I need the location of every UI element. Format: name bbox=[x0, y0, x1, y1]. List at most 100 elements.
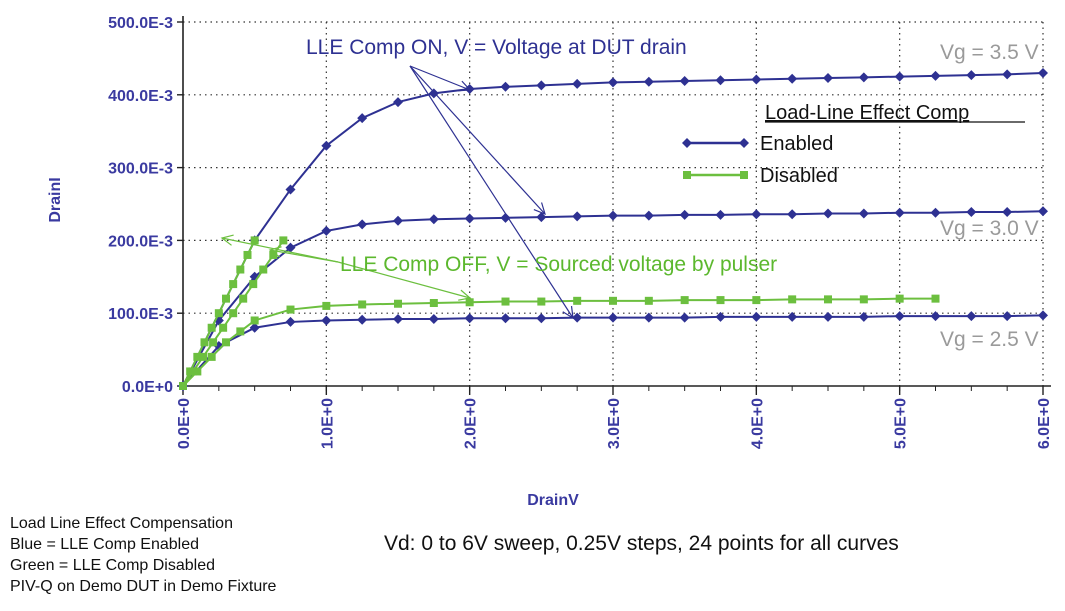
arrow-head bbox=[562, 306, 574, 320]
data-point bbox=[214, 309, 223, 318]
data-point bbox=[536, 212, 547, 223]
data-point bbox=[393, 97, 403, 108]
arrow-head bbox=[458, 289, 472, 301]
data-point bbox=[572, 312, 583, 323]
data-point bbox=[966, 207, 977, 218]
series-line bbox=[182, 71, 1044, 387]
legend-entry-disabled: Disabled bbox=[683, 165, 838, 187]
data-point bbox=[1002, 69, 1013, 80]
legend-label: Enabled bbox=[760, 133, 833, 155]
series-layer bbox=[178, 67, 1048, 391]
data-point bbox=[501, 297, 510, 306]
arrow-on-to-3-5 bbox=[409, 65, 472, 92]
y-tick-label: 100.0E-3 bbox=[108, 306, 173, 323]
legend-title: Load-Line Effect Comp bbox=[765, 102, 969, 124]
note-line-4: PIV-Q on Demo DUT in Demo Fixture bbox=[10, 578, 277, 595]
arrow-off-to-2-5 bbox=[337, 261, 472, 301]
data-point bbox=[930, 207, 941, 218]
data-point bbox=[536, 80, 547, 91]
series-line bbox=[182, 297, 936, 387]
series-disabled-5 bbox=[179, 294, 940, 390]
arrow-off-to-3-5 bbox=[220, 234, 339, 263]
data-point bbox=[1038, 67, 1048, 78]
data-point bbox=[429, 299, 438, 308]
data-point bbox=[823, 73, 833, 84]
data-point bbox=[894, 207, 905, 218]
data-point bbox=[219, 323, 228, 332]
sweep-note: Vd: 0 to 6V sweep, 0.25V steps, 24 point… bbox=[384, 532, 899, 555]
data-point bbox=[787, 209, 798, 220]
data-point bbox=[250, 316, 259, 325]
data-point bbox=[285, 242, 296, 253]
arrow-head bbox=[457, 80, 472, 92]
data-point bbox=[644, 296, 653, 305]
data-point bbox=[751, 74, 762, 85]
arrow-head bbox=[533, 202, 546, 216]
data-point bbox=[1038, 206, 1048, 217]
vg-label-3-5: Vg = 3.5 V bbox=[940, 41, 1039, 64]
legend-entry-enabled: Enabled bbox=[682, 133, 833, 155]
data-point bbox=[608, 312, 618, 323]
data-point bbox=[464, 313, 475, 324]
note-line-3: Green = LLE Comp Disabled bbox=[10, 557, 215, 574]
y-axis-title: DrainI bbox=[47, 177, 64, 222]
data-point bbox=[243, 250, 252, 259]
data-point bbox=[393, 215, 403, 226]
series-enabled-2 bbox=[178, 310, 1048, 391]
x-tick-label: 2.0E+0 bbox=[463, 398, 480, 449]
data-point bbox=[1002, 311, 1013, 322]
x-tick-label: 3.0E+0 bbox=[606, 398, 623, 449]
data-point bbox=[189, 367, 198, 376]
note-line-1: Load Line Effect Compensation bbox=[10, 515, 233, 532]
data-point bbox=[931, 294, 940, 303]
data-point bbox=[322, 301, 331, 310]
x-tick-label: 6.0E+0 bbox=[1036, 398, 1053, 449]
data-point bbox=[858, 72, 869, 83]
arrow-shaft bbox=[409, 65, 471, 91]
arrow-head bbox=[220, 234, 234, 246]
annotation-comp-off: LLE Comp OFF, V = Sourced voltage by pul… bbox=[340, 253, 778, 276]
data-point bbox=[239, 294, 248, 303]
arrow-shaft bbox=[409, 65, 574, 319]
series-enabled-1 bbox=[178, 206, 1048, 391]
axes: 0.0E+0 100.0E-3 200.0E-3 300.0E-3 400.0E-3 50… bbox=[47, 15, 1053, 509]
data-point bbox=[824, 295, 832, 304]
data-point bbox=[966, 311, 977, 322]
arrow-on-to-3-0 bbox=[409, 65, 546, 216]
data-point bbox=[1038, 310, 1048, 321]
data-point bbox=[609, 296, 617, 305]
data-point bbox=[199, 352, 208, 361]
data-point bbox=[193, 352, 202, 361]
data-point bbox=[537, 297, 546, 306]
data-point bbox=[357, 219, 368, 230]
data-point bbox=[716, 296, 725, 305]
data-point bbox=[823, 311, 833, 322]
legend-marker bbox=[683, 171, 691, 179]
data-point bbox=[788, 295, 797, 304]
data-point bbox=[1002, 207, 1013, 218]
data-point bbox=[394, 299, 402, 308]
data-point bbox=[500, 313, 511, 324]
data-point bbox=[393, 314, 403, 325]
arrow-shaft bbox=[409, 65, 546, 215]
data-point bbox=[715, 311, 726, 322]
data-point bbox=[751, 311, 762, 322]
data-point bbox=[269, 250, 278, 259]
data-point bbox=[236, 327, 245, 336]
data-point bbox=[321, 225, 332, 236]
data-point bbox=[572, 211, 583, 222]
data-point bbox=[858, 208, 869, 219]
data-point bbox=[823, 208, 833, 219]
legend-marker bbox=[740, 171, 748, 179]
legend-label: Disabled bbox=[760, 165, 838, 187]
data-point bbox=[752, 296, 761, 305]
data-point bbox=[179, 382, 187, 390]
data-point bbox=[608, 210, 618, 221]
data-point bbox=[572, 78, 583, 89]
data-point bbox=[464, 213, 475, 224]
data-point bbox=[894, 311, 905, 322]
data-point bbox=[930, 311, 941, 322]
data-point bbox=[249, 322, 260, 333]
data-point bbox=[358, 300, 367, 309]
data-point bbox=[209, 338, 218, 347]
